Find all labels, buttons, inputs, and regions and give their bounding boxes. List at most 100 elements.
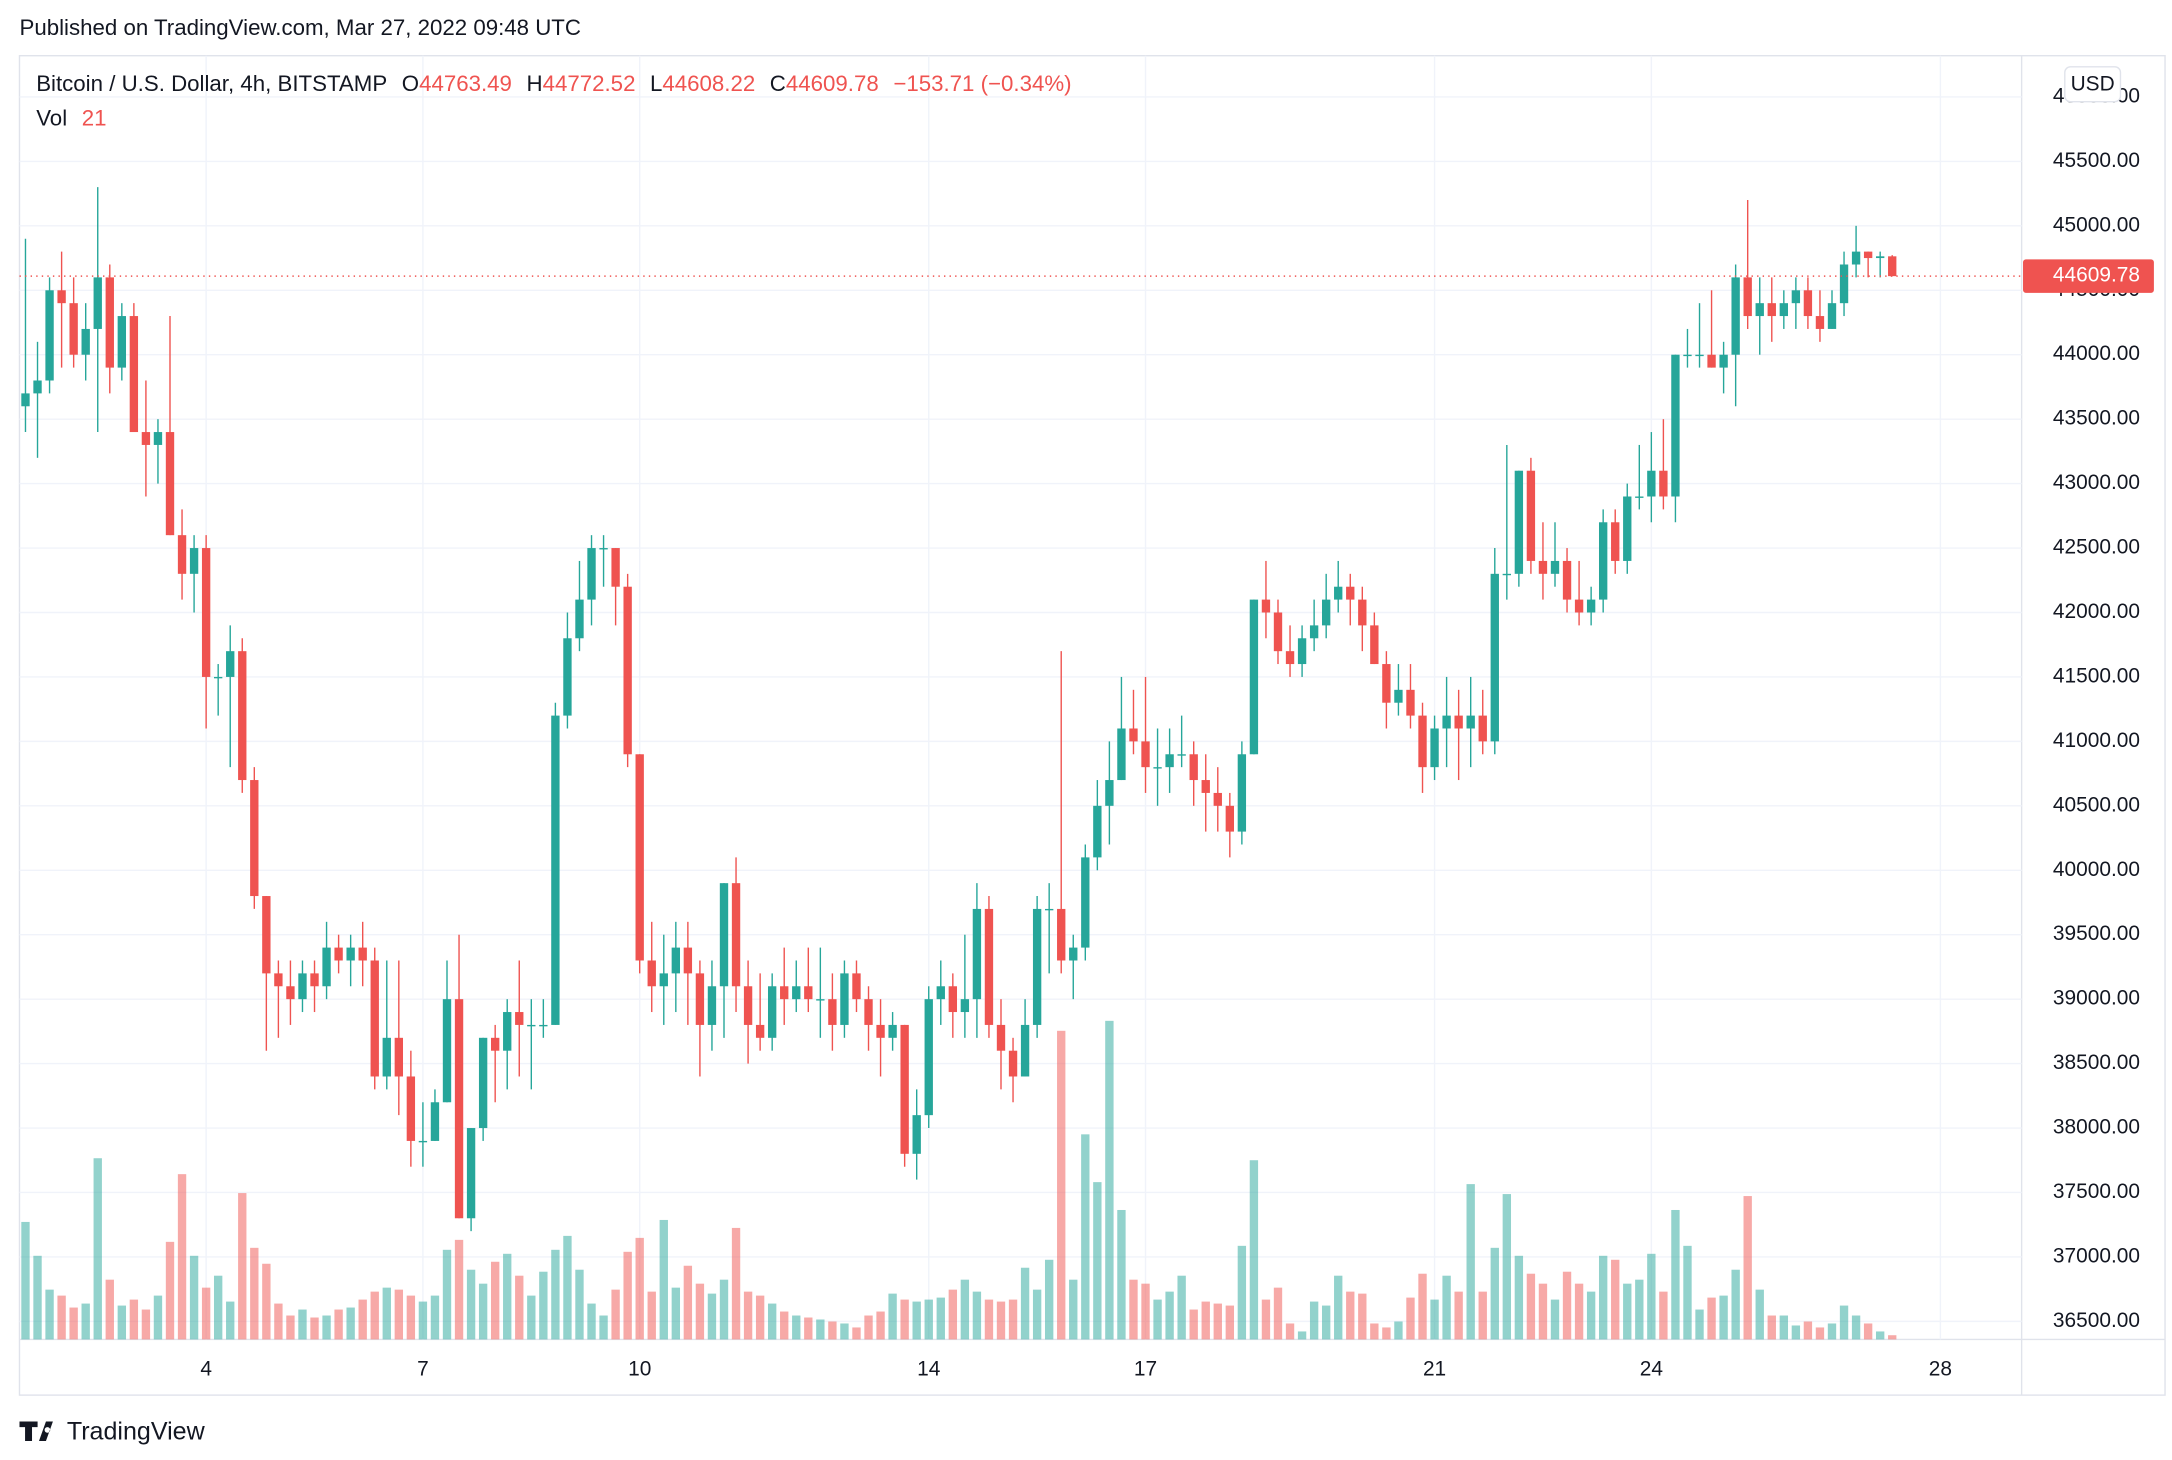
volume-bar: [1346, 1291, 1355, 1340]
x-tick-label: 24: [1640, 1358, 1663, 1381]
candle-body: [1719, 354, 1728, 368]
high-value: 44772.52: [543, 71, 636, 96]
volume-bar: [1285, 1323, 1295, 1340]
candle-body: [1538, 560, 1548, 574]
volume-bar: [1490, 1247, 1499, 1340]
candle-body: [659, 973, 668, 987]
brand-name: TradingView: [67, 1417, 206, 1445]
volume-bar: [45, 1289, 54, 1340]
volume-bar: [1502, 1194, 1512, 1340]
volume-bar: [900, 1299, 909, 1340]
volume-bar: [1454, 1291, 1463, 1340]
candle-body: [165, 432, 175, 536]
candle-body: [1225, 805, 1235, 832]
volume-bar: [1177, 1275, 1186, 1340]
candle-body: [671, 947, 681, 974]
volume-bar: [1261, 1299, 1271, 1340]
volume-bar: [1129, 1279, 1138, 1340]
candle-body: [864, 999, 873, 1025]
volume-value: 21: [82, 106, 107, 131]
candle-body: [286, 986, 295, 1000]
candle-body: [1008, 1050, 1018, 1077]
candle-body: [1562, 560, 1572, 600]
currency-button-box[interactable]: [2064, 66, 2122, 103]
volume-bar: [358, 1299, 367, 1340]
candle-body: [298, 973, 307, 1000]
volume-bar: [57, 1295, 66, 1340]
candle-body: [1623, 496, 1632, 561]
candle-body: [948, 986, 958, 1013]
candle-body: [611, 548, 620, 587]
close-value: 44609.78: [786, 71, 879, 96]
volume-bar: [647, 1291, 656, 1340]
volume-bar: [165, 1241, 175, 1340]
candle-body: [1321, 599, 1331, 626]
candle-body: [21, 393, 30, 407]
candle-body: [1502, 573, 1512, 576]
volume-bar: [1032, 1289, 1042, 1340]
candle-body: [1105, 780, 1114, 806]
volume-bar: [828, 1321, 837, 1340]
candle-body: [69, 303, 78, 355]
volume-bar: [1888, 1335, 1897, 1340]
candle-body: [1875, 256, 1885, 259]
candle-body: [960, 999, 970, 1013]
volume-bar: [274, 1303, 283, 1340]
candle-body: [1526, 470, 1536, 561]
y-tick-label: 44000.00: [2053, 342, 2140, 365]
volume-bar: [1478, 1291, 1487, 1340]
candle-body: [1406, 689, 1415, 716]
y-tick-label: 40500.00: [2053, 793, 2140, 816]
volume-bar: [1611, 1259, 1620, 1340]
candle-body: [1334, 586, 1343, 600]
volume-bar: [201, 1287, 211, 1340]
candle-body: [900, 1024, 909, 1154]
candle-body: [1141, 741, 1150, 768]
volume-bar: [1526, 1273, 1536, 1340]
candle-body: [575, 599, 584, 639]
candle-body: [1117, 728, 1126, 781]
volume-bar: [1514, 1255, 1524, 1340]
volume-bar: [1623, 1283, 1632, 1340]
currency-button[interactable]: USD: [2064, 66, 2122, 103]
y-tick-label: 42000.00: [2053, 600, 2140, 623]
candle-body: [1466, 715, 1475, 729]
candle-body: [1731, 277, 1740, 355]
currency-label[interactable]: USD: [2071, 72, 2115, 95]
volume-bar: [286, 1315, 295, 1340]
published-note: Published on TradingView.com, Mar 27, 20…: [19, 15, 581, 40]
candle-body: [804, 986, 813, 1000]
volume-bar: [972, 1291, 982, 1340]
chart-frame: [18, 55, 2166, 1396]
volume-bar: [1044, 1259, 1054, 1340]
candle-body: [1430, 728, 1439, 768]
candle-body: [623, 586, 632, 755]
candle-body: [587, 548, 596, 600]
volume-bar: [611, 1289, 620, 1340]
candle-body: [129, 316, 139, 433]
last-price-tag: [2023, 259, 2154, 293]
candle-body: [81, 328, 90, 355]
volume-bar: [33, 1255, 42, 1340]
volume-bar: [1719, 1295, 1728, 1340]
open-key: O: [402, 71, 419, 96]
candle-body: [370, 960, 379, 1077]
volume-bar: [418, 1301, 428, 1340]
candle-body: [876, 1024, 885, 1038]
volume-bar: [1550, 1299, 1560, 1340]
volume-bar: [743, 1291, 753, 1340]
candle-body: [635, 754, 644, 961]
x-tick-label: 28: [1929, 1358, 1952, 1381]
volume-bar: [575, 1269, 584, 1340]
volume-bar: [731, 1227, 741, 1340]
candle-body: [250, 780, 259, 897]
candle-body: [1791, 290, 1801, 304]
candle-body: [358, 947, 367, 961]
volume-bar: [840, 1323, 849, 1340]
candle-body: [1261, 599, 1271, 613]
volume-bar: [1081, 1134, 1090, 1340]
volume-bar: [213, 1275, 223, 1340]
candle-body: [105, 277, 114, 368]
volume-bar: [226, 1301, 235, 1340]
candle-body: [1057, 908, 1066, 961]
